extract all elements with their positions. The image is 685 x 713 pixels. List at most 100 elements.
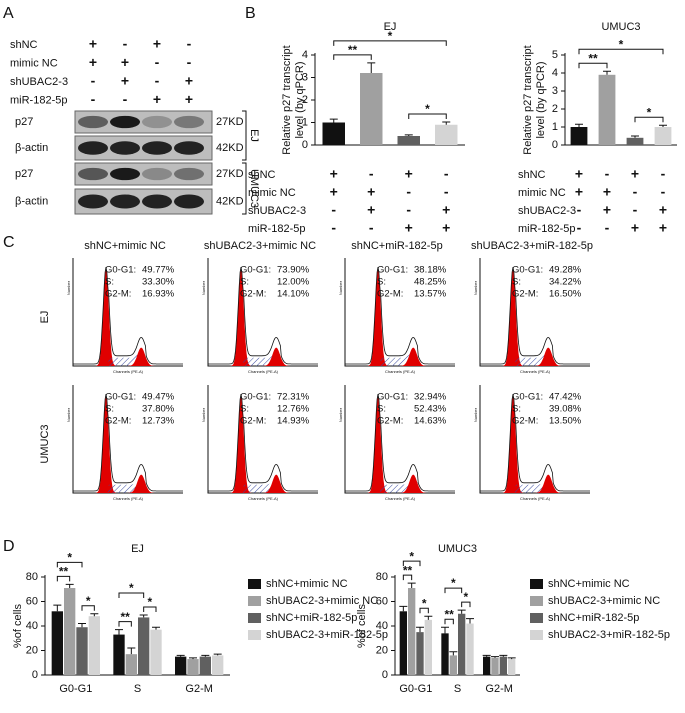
error-bar bbox=[78, 623, 86, 628]
band-label: β-actin bbox=[15, 142, 48, 154]
stat-label: G2-M: bbox=[105, 289, 131, 300]
y-tick-label: 1 bbox=[552, 121, 558, 133]
condition-sign: + bbox=[153, 91, 161, 107]
y-tick-label: 0 bbox=[552, 139, 558, 151]
stat-label: S: bbox=[240, 404, 249, 415]
error-bar bbox=[90, 613, 99, 617]
condition-sign: + bbox=[442, 220, 450, 236]
y-tick-label: 2 bbox=[302, 94, 308, 106]
histogram-outline bbox=[345, 267, 455, 365]
legend-swatch bbox=[248, 613, 261, 623]
condition-sign: - bbox=[577, 202, 582, 218]
condition-sign: + bbox=[330, 166, 338, 182]
panel-label: D bbox=[3, 538, 15, 555]
stat-value: 39.08% bbox=[549, 404, 582, 415]
condition-label: shUBAC2-3 bbox=[248, 205, 306, 217]
bar bbox=[322, 122, 345, 145]
significance-bracket bbox=[461, 601, 471, 608]
legend-swatch bbox=[530, 596, 543, 606]
significance-label: * bbox=[129, 581, 134, 595]
significance-label: * bbox=[388, 29, 393, 43]
stat-value: 12.00% bbox=[277, 277, 310, 288]
y-tick-label: 20 bbox=[26, 644, 38, 656]
significance-label: * bbox=[463, 590, 468, 604]
bar bbox=[125, 654, 137, 675]
condition-sign: - bbox=[369, 220, 374, 236]
s-phase bbox=[208, 479, 318, 493]
legend-swatch bbox=[248, 579, 261, 589]
chart-title: EJ bbox=[384, 21, 397, 33]
condition-sign: - bbox=[155, 54, 160, 70]
y-tick-label: 0 bbox=[302, 139, 308, 151]
significance-bracket bbox=[444, 618, 454, 625]
blot-band bbox=[110, 141, 140, 155]
condition-sign: - bbox=[331, 202, 336, 218]
condition-sign: + bbox=[121, 54, 129, 70]
bar bbox=[408, 588, 416, 675]
stat-value: 33.30% bbox=[142, 277, 175, 288]
significance-label: * bbox=[425, 102, 430, 116]
error-bar bbox=[466, 618, 474, 624]
band-label: β-actin bbox=[15, 195, 48, 207]
condition-label: miR-182-5p bbox=[248, 223, 305, 235]
error-bar bbox=[631, 135, 639, 138]
s-phase bbox=[345, 479, 455, 493]
blot-band bbox=[174, 167, 204, 181]
significance-bracket bbox=[118, 621, 132, 627]
blot-band bbox=[142, 115, 172, 129]
condition-sign: + bbox=[575, 166, 583, 182]
blot-box bbox=[74, 162, 213, 186]
error-bar bbox=[603, 70, 611, 75]
y-tick-label: 2 bbox=[552, 103, 558, 115]
error-bar bbox=[127, 647, 136, 655]
error-bar bbox=[441, 626, 449, 634]
significance-label: * bbox=[647, 105, 652, 119]
significance-bracket bbox=[444, 587, 463, 594]
legend-label: shNC+mimic NC bbox=[266, 578, 348, 590]
panel-label: B bbox=[245, 5, 256, 22]
condition-label: shNC bbox=[10, 39, 38, 51]
condition-sign: - bbox=[91, 91, 96, 107]
bar bbox=[483, 656, 491, 675]
stat-label: S: bbox=[377, 277, 386, 288]
stat-label: G0-G1: bbox=[512, 265, 543, 276]
bar bbox=[360, 73, 383, 145]
significance-bracket bbox=[81, 605, 95, 611]
significance-label: ** bbox=[444, 607, 454, 621]
y-tick-label: 4 bbox=[552, 67, 558, 79]
error-bar bbox=[367, 62, 376, 73]
stat-value: 32.94% bbox=[414, 392, 447, 403]
error-bar bbox=[65, 583, 74, 589]
condition-sign: - bbox=[406, 202, 411, 218]
significance-label: * bbox=[422, 596, 427, 610]
x-axis-label: Channels (PE-A) bbox=[113, 369, 144, 374]
error-bar bbox=[152, 626, 160, 630]
s-phase bbox=[345, 352, 455, 366]
stat-value: 13.50% bbox=[549, 416, 582, 427]
bar bbox=[212, 655, 224, 675]
condition-sign: + bbox=[659, 202, 667, 218]
blot-band bbox=[78, 167, 108, 181]
stat-label: S: bbox=[105, 277, 114, 288]
condition-label: shUBAC2-3 bbox=[518, 205, 576, 217]
bar bbox=[64, 588, 76, 675]
condition-sign: - bbox=[661, 184, 666, 200]
legend-swatch bbox=[248, 630, 261, 640]
significance-label: ** bbox=[588, 51, 598, 65]
y-tick-label: 1 bbox=[302, 116, 308, 128]
condition-sign: - bbox=[187, 36, 192, 52]
condition-sign: + bbox=[575, 184, 583, 200]
condition-sign: - bbox=[406, 184, 411, 200]
band-size: 42KD bbox=[216, 142, 244, 154]
significance-label: ** bbox=[120, 610, 130, 624]
cell-line-label: UMUC3 bbox=[248, 169, 260, 208]
stat-label: G2-M: bbox=[240, 289, 266, 300]
legend-label: shNC+miR-182-5p bbox=[266, 612, 357, 624]
chart-title: UMUC3 bbox=[601, 21, 640, 33]
y-axis-label: Number bbox=[66, 280, 71, 295]
x-tick-label: G2-M bbox=[485, 683, 513, 695]
error-bar bbox=[499, 654, 508, 657]
legend-label: shNC+miR-182-5p bbox=[548, 612, 639, 624]
condition-label: shNC bbox=[248, 169, 276, 181]
